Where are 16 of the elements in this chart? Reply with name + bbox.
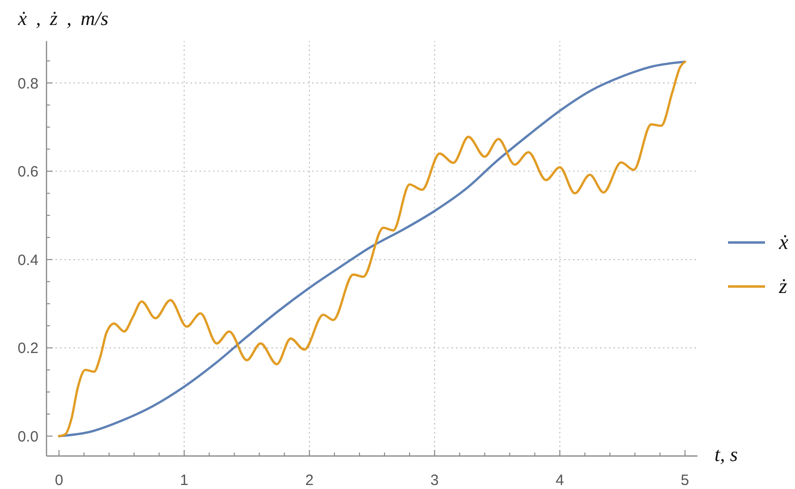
x-tick-label: 4 bbox=[556, 472, 564, 489]
x-tick-label: 5 bbox=[680, 472, 690, 489]
y-axis-title: ẋ , ż , m/s bbox=[17, 8, 109, 30]
y-tick-label: 0.0 bbox=[18, 428, 38, 446]
x-tick-label: 3 bbox=[430, 472, 439, 489]
legend-label: ẋ bbox=[778, 230, 789, 254]
x-tick-label: 0 bbox=[54, 472, 64, 489]
x-axis-title: t, s bbox=[714, 444, 738, 466]
y-tick-label: 0.4 bbox=[18, 252, 38, 269]
line-series bbox=[58, 60, 686, 438]
y-tick-label: 0.6 bbox=[18, 164, 38, 181]
y-tick-label: 0.8 bbox=[18, 75, 38, 92]
x-tick-label: 2 bbox=[305, 472, 314, 489]
y-tick-label: 0.2 bbox=[18, 340, 38, 358]
x-tick-label: 1 bbox=[180, 472, 188, 489]
legend-label: ż bbox=[778, 274, 788, 298]
